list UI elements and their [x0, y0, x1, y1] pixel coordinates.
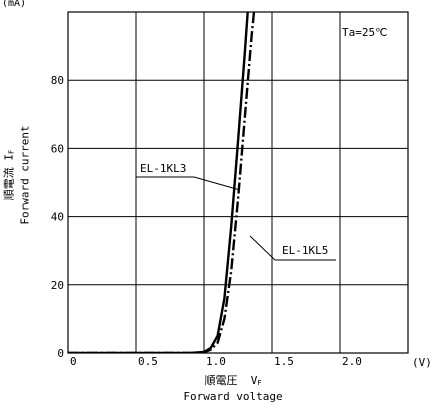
y-axis-title-en: Forward current: [18, 125, 32, 225]
condition-label: Ta=25℃: [342, 26, 387, 39]
y-axis-title-jp: 順電流 IF: [2, 149, 16, 201]
x-tick-label: 2.0: [342, 355, 362, 368]
x-unit-label: (V): [412, 356, 432, 369]
series-line-el-1kl3: [68, 12, 249, 353]
y-tick-labels: 0 20 40 60 80: [51, 74, 64, 360]
series-lines: [68, 12, 256, 353]
x-axis-title-en: Forward voltage: [183, 390, 283, 403]
y-tick-label: 20: [51, 279, 64, 292]
leader-line-el-1kl3: [193, 176, 241, 191]
leader-line-el-1kl5: [249, 235, 276, 261]
y-tick-label: 60: [51, 142, 64, 155]
y-tick-label: 0: [57, 347, 64, 360]
x-tick-labels: 0 0.5 1.0 1.5 2.0: [70, 355, 362, 368]
x-tick-label: 0.5: [138, 355, 158, 368]
y-axis-title: 順電流 IF Forward current: [3, 125, 32, 224]
y-tick-label: 80: [51, 74, 64, 87]
y-unit-label: (mA): [2, 0, 26, 9]
y-tick-label: 40: [51, 211, 64, 224]
series-label-el-1kl5: EL-1KL5: [282, 244, 328, 257]
grid-lines: [68, 12, 408, 353]
x-tick-label: 1.5: [274, 355, 294, 368]
x-axis-title-jp: 順電圧 VF: [204, 374, 262, 387]
x-tick-label: 1.0: [206, 355, 226, 368]
x-tick-label: 0: [70, 355, 77, 368]
x-axis-title: 順電圧 VF Forward voltage: [163, 374, 303, 403]
plot-frame: [67, 11, 409, 354]
series-label-el-1kl3: EL-1KL3: [140, 162, 186, 175]
